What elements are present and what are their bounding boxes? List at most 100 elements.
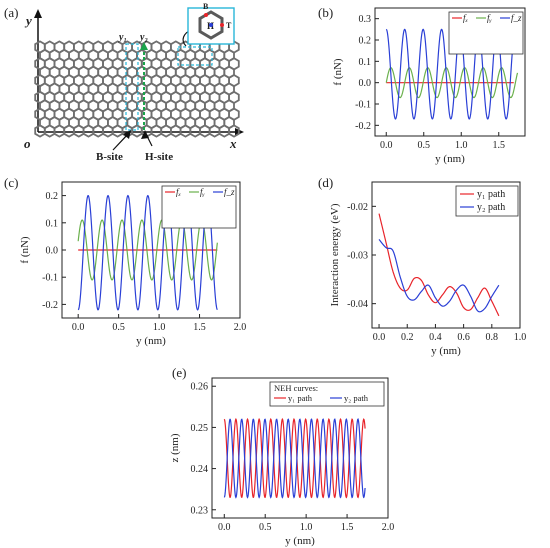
y2-path-arrowhead [140,42,148,50]
legend-label: fₓ [176,187,182,197]
x-axis-label: y (nm) [136,335,166,347]
y-tick-label: 0.25 [191,423,209,434]
legend-label: f_z [511,13,522,23]
y-tick-label: 0.23 [191,505,209,516]
y-tick-label: 0.0 [46,246,59,257]
lattice-ring [53,124,66,138]
legend-label: fᵧ [487,13,492,23]
y1-path-box [125,43,139,131]
legend-box [448,11,524,55]
x-tick-label: 0.5 [259,522,272,533]
lattice-ring [208,124,221,138]
series-line-1 [223,417,366,499]
h-site-pointer-head [141,130,149,139]
y-tick-label: 0.3 [359,14,372,25]
legend-label: y₁ path [288,393,313,403]
y-axis-label: z (nm) [169,433,181,462]
x-tick-label: 0.5 [112,322,125,333]
lattice-ring [218,124,231,138]
y-tick-label: -0.02 [347,202,368,213]
x-tick-label: 0.6 [457,332,470,343]
y-tick-label: 0.2 [359,36,372,47]
inset-b-site-marker [204,13,208,17]
legend-title: NEH curves: [274,383,318,393]
lattice-ring [102,124,114,138]
panel-label: (e) [172,365,186,380]
lattice-ring [92,124,104,138]
inset-source-box [177,46,213,66]
panel-a-y-axis-label: y [24,13,32,28]
series-line-2 [385,67,519,99]
y-tick-label: -0.1 [355,100,371,111]
y-tick-label: -0.1 [42,273,58,284]
lattice-ring [73,124,85,138]
lattice-ring [111,124,124,138]
lattice-ring [34,124,46,138]
panel-b: (b) 0.0 0.5 1.0 1.5 -0.2 -0.1 0.0 0.1 0.2 0.3 y (nm… [318,5,526,165]
x-tick-label: 0.8 [486,332,499,343]
legend-label: f_z [224,187,235,197]
x-tick-label: 0.0 [373,332,386,343]
inset-hexagon [198,10,224,40]
y-axis-label: f (nN) [19,236,31,264]
panel-a: (a) y x o y₁ y₂ B-site H-site B T H [4,2,244,163]
legend-label: fᵧ [200,187,205,197]
panel-a-x-axis-label: x [229,136,237,151]
series-line-3 [385,28,515,120]
lattice-ring [131,124,143,138]
x-tick-label: 0.0 [380,140,393,151]
legend-label: y₁ path [477,189,505,200]
lattice-ring [160,124,172,138]
x-axis-label: y (nm) [285,535,315,547]
panel-c: (c) 0.0 0.5 1.0 1.5 2.0 -0.2 -0.1 0.0 0.1 0.2 y (nm… [4,175,246,347]
lattice-ring [43,124,56,138]
x-tick-label: 0.0 [218,522,231,533]
lattice-ring [63,124,75,138]
panel-d: (d) 0.0 0.2 0.4 0.6 0.8 1.0 -0.04 -0.03 -0.02 y (n… [318,175,526,357]
b-site-pointer-head [123,130,131,139]
y-axis-label: f (nN) [332,58,344,86]
plot-frame [374,7,526,137]
series-line-1 [378,213,500,317]
x-tick-label: 1.5 [193,322,206,333]
y-tick-label: -0.2 [42,300,58,311]
x-axis-label: y (nm) [431,345,461,357]
panel-a-origin-label: o [24,136,31,151]
legend-box [161,185,237,229]
h-site-label: H-site [145,151,173,163]
x-tick-label: 1.0 [300,522,313,533]
series-line-2 [223,418,366,499]
legend-box [269,381,385,407]
panel-label: (c) [4,175,18,190]
y-tick-label: 0.1 [46,218,59,229]
series-line-3 [77,194,218,311]
lattice-ring [82,124,95,138]
x-tick-label: 0.2 [401,332,414,343]
y-axis-label: Interaction energy (eV) [329,203,341,306]
inset-t-label: T [226,21,232,30]
y-tick-label: 0.1 [359,57,372,68]
lattice-ring [228,124,240,138]
panel-label: (b) [318,5,333,20]
y-tick-label: -0.04 [347,299,368,310]
inset-b-label: B [203,2,209,11]
y1-path-label: y₁ [118,32,127,43]
y-tick-label: 0.24 [191,464,209,475]
x-tick-label: 1.0 [153,322,166,333]
x-tick-label: 1.0 [514,332,527,343]
panel-a-label: (a) [4,5,18,20]
x-tick-label: 2.0 [234,322,247,333]
legend-label: y₂ path [477,202,505,213]
legend-box [455,185,519,217]
b-site-label: B-site [96,151,123,163]
y-tick-label: -0.2 [355,121,371,132]
lattice-ring [189,124,201,138]
x-tick-label: 1.5 [341,522,354,533]
series-line-2 [378,239,500,313]
panel-a-y-arrowhead [34,9,42,18]
x-tick-label: 1.0 [455,140,468,151]
legend-label: fₓ [463,13,469,23]
lattice-ring [169,124,182,138]
inset-h-site-marker [209,23,213,27]
